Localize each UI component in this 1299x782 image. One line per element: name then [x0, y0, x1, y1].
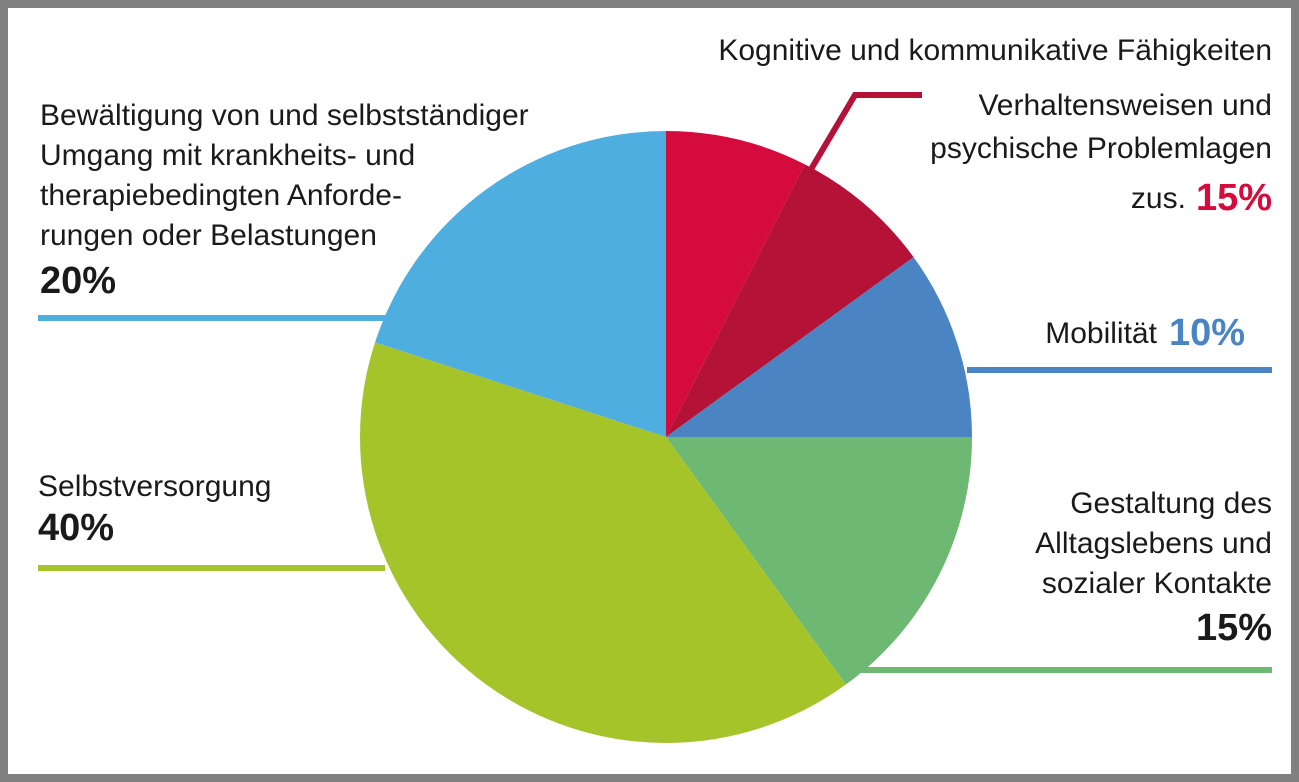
pie-slice: [666, 164, 914, 438]
category-label: rungen oder Belastungen: [40, 219, 377, 252]
value-label: 10%: [1169, 312, 1245, 354]
value-label: 15%: [1196, 607, 1272, 649]
category-label: Verhaltensweisen und: [978, 89, 1272, 122]
group-name: zus.: [1131, 182, 1186, 215]
category-label: Mobilität: [1045, 317, 1157, 350]
pie-slice: [360, 342, 846, 743]
pie-slice: [666, 131, 805, 437]
pie-slice: [374, 131, 666, 437]
value-label: 40%: [38, 507, 114, 549]
category-label: Bewältigung von und selbstständiger: [40, 99, 529, 132]
group-label: zus. 15%: [1131, 177, 1272, 219]
category-label: Selbstversorgung: [38, 470, 271, 503]
category-label: Mobilität 10%: [1045, 312, 1245, 354]
category-label: Gestaltung des: [1070, 487, 1272, 520]
group-value-label: 15%: [1196, 177, 1272, 219]
value-label: 20%: [40, 260, 116, 302]
pie-slice: [666, 257, 972, 437]
leader-line: [772, 92, 922, 232]
category-label: Alltagslebens und: [1035, 527, 1272, 560]
category-label: psychische Problemlagen: [930, 132, 1272, 165]
category-label: Kognitive und kommunikative Fähigkeiten: [718, 34, 1272, 67]
category-label: Umgang mit krankheits- und: [40, 139, 415, 172]
category-label: therapiebedingten Anforde-: [40, 179, 402, 212]
category-label: sozialer Kontakte: [1042, 567, 1272, 600]
pie-slice: [666, 437, 972, 685]
